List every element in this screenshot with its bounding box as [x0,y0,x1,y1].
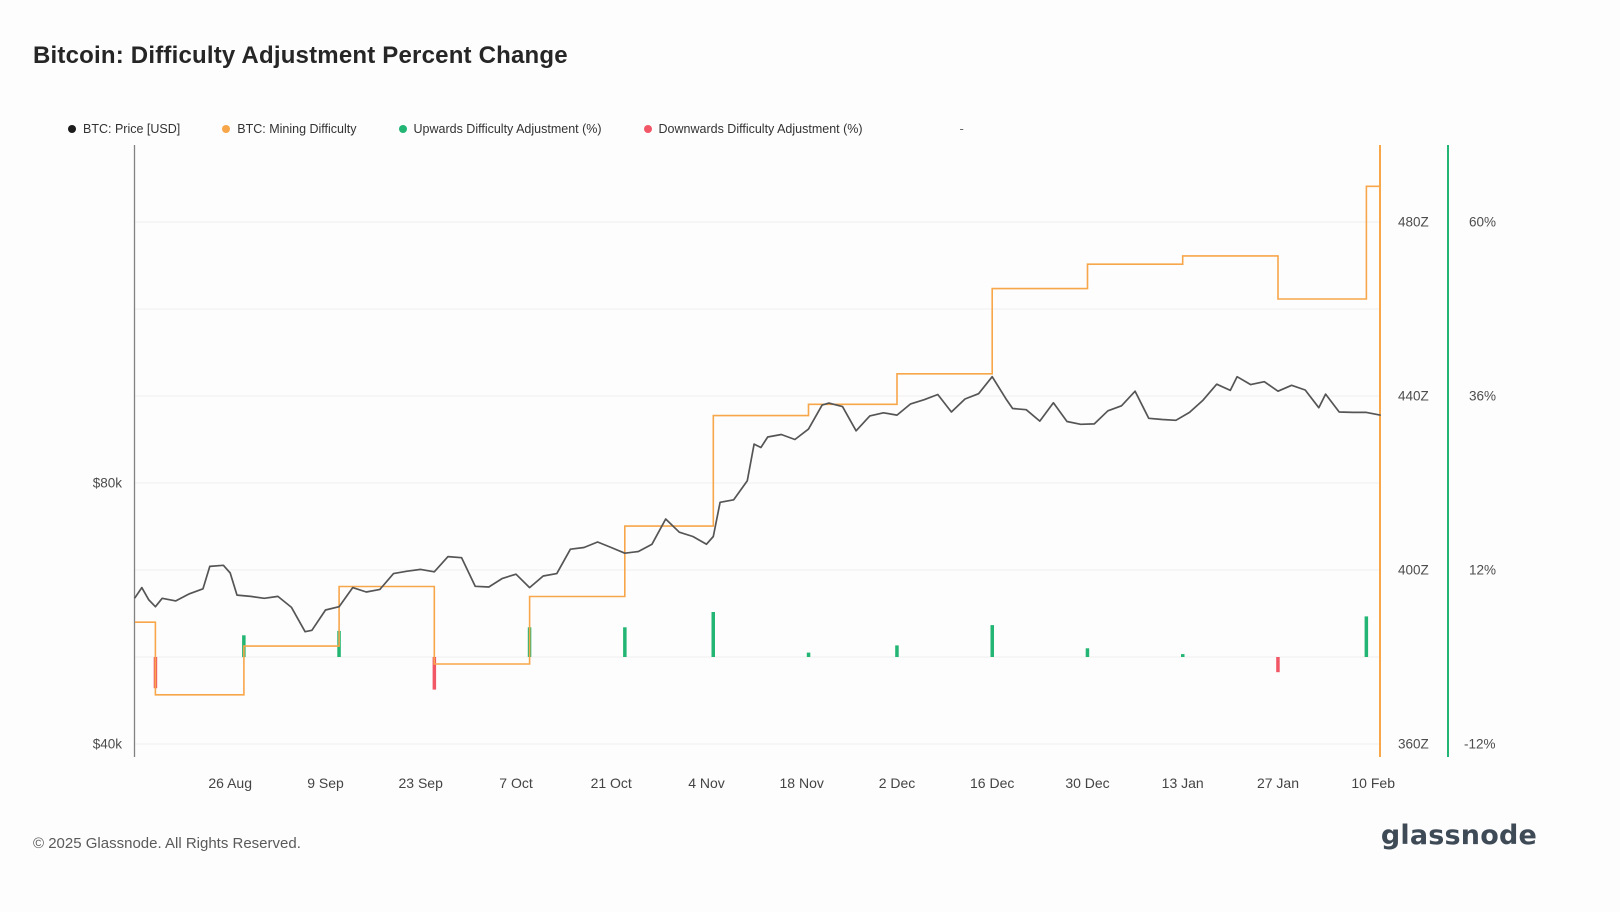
glassnode-logo[interactable]: glassnode [1380,820,1537,851]
legend-dot-btc-price [68,124,76,133]
x-tick-label: 26 Aug [208,775,252,791]
x-tick-label: 16 Dec [970,775,1014,791]
price-tick-label: $80k [93,476,123,491]
copyright-text: © 2025 Glassnode. All Rights Reserved. [33,835,301,852]
difficulty-tick-label: 440Z [1398,389,1429,404]
x-tick-label: 9 Sep [307,775,344,791]
chart-title: Bitcoin: Difficulty Adjustment Percent C… [33,42,568,69]
legend-item-downward-adjustment[interactable]: Downwards Difficulty Adjustment (%) [643,121,863,136]
price-tick-label: $40k [93,737,123,752]
legend-dot-downward-adjustment [643,124,652,133]
downward-adjustment-bar [432,657,437,690]
legend-label: BTC: Price [USD] [83,121,181,136]
x-tick-label: 27 Jan [1257,775,1299,791]
downward-adjustment-bar [1276,657,1280,673]
legend-overflow-dash: - [959,121,964,136]
x-tick-label: 18 Nov [780,775,824,791]
x-tick-label: 2 Dec [879,775,916,791]
upward-adjustment-bar [895,645,899,657]
upward-adjustment-bar [806,652,811,657]
x-tick-label: 23 Sep [399,775,444,791]
legend-item-mining-difficulty[interactable]: BTC: Mining Difficulty [222,121,357,136]
difficulty-tick-label: 360Z [1398,737,1429,752]
x-tick-label: 10 Feb [1351,775,1395,791]
x-tick-label: 4 Nov [688,775,725,791]
percent-tick-label: 60% [1469,215,1496,230]
upward-adjustment-bar [1181,654,1185,657]
upward-adjustment-bar [990,625,994,657]
percent-tick-label: -12% [1464,737,1496,752]
btc-price-line [134,375,1381,633]
legend-label: Upwards Difficulty Adjustment (%) [413,121,602,136]
upward-adjustment-bar [1085,648,1090,657]
legend-dot-mining-difficulty [222,124,231,133]
x-tick-label: 30 Dec [1065,775,1109,791]
upward-adjustment-bar [1364,616,1369,657]
legend-label: Downwards Difficulty Adjustment (%) [658,121,863,136]
percent-tick-label: 12% [1469,563,1496,578]
legend: BTC: Price [USD] BTC: Mining Difficulty Up… [68,121,964,136]
upward-adjustment-bar [711,612,715,657]
x-tick-label: 7 Oct [499,775,533,791]
legend-item-upward-adjustment[interactable]: Upwards Difficulty Adjustment (%) [398,121,602,136]
legend-dot-upward-adjustment [398,124,407,133]
difficulty-tick-label: 400Z [1398,563,1429,578]
upward-adjustment-bar [623,627,627,657]
plot-area[interactable] [135,145,1380,757]
x-tick-label: 13 Jan [1162,775,1204,791]
legend-label: BTC: Mining Difficulty [237,121,357,136]
percent-tick-label: 36% [1469,389,1496,404]
legend-item-btc-price[interactable]: BTC: Price [USD] [68,122,180,136]
mining-difficulty-line [135,185,1380,696]
x-tick-label: 21 Oct [591,775,632,791]
difficulty-tick-label: 480Z [1398,215,1429,230]
